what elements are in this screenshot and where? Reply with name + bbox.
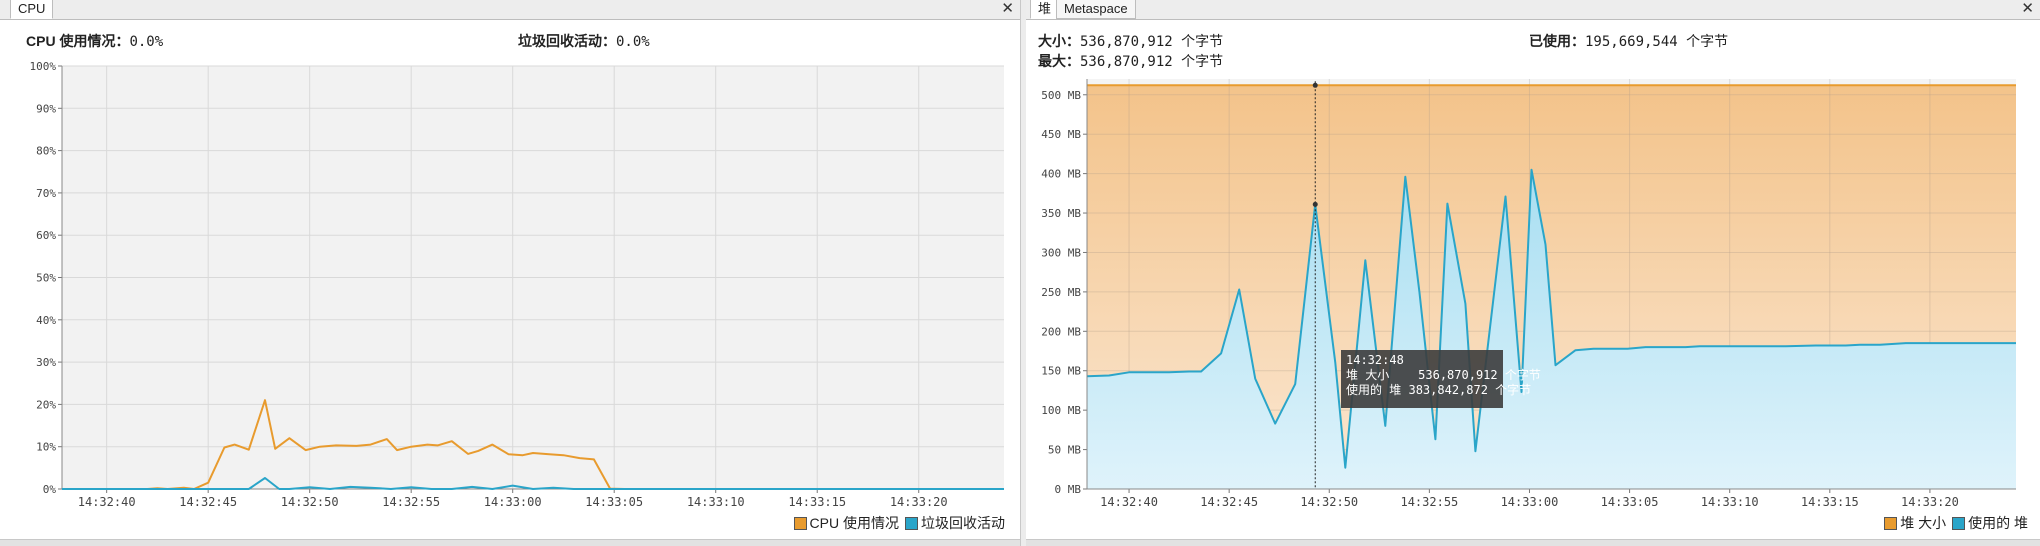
gc-activity-stat: 垃圾回收活动：0.0% <box>518 31 650 51</box>
tooltip-size-row: 堆 大小 536,870,912 个字节 <box>1346 368 1541 383</box>
y-tick-label: 350 MB <box>1041 207 1081 220</box>
x-tick-label: 14:33:05 <box>1601 495 1659 509</box>
heap-size-stat: 大小：536,870,912 个字节 <box>1038 31 1223 51</box>
tab-metaspace-label: Metaspace <box>1064 1 1128 16</box>
tooltip-used-value: 383,842,872 个字节 <box>1408 383 1532 397</box>
cpu-chart: 0% 10% 20% 30% 40% 50% 60% 70% 80% 90% 100% 14:32:4… <box>30 60 1004 509</box>
x-tick-label: 14:32:50 <box>1300 495 1358 509</box>
heap-used-value: 195,669,544 个字节 <box>1585 34 1729 50</box>
x-tick-label: 14:33:05 <box>585 495 643 509</box>
heap-max-label: 最大： <box>1038 53 1080 69</box>
y-tick-label: 100% <box>30 60 57 73</box>
heap-size-label: 大小： <box>1038 33 1080 49</box>
x-tick-label: 14:32:45 <box>1200 495 1258 509</box>
crosshair-used-point <box>1312 201 1318 207</box>
cpu-panel-footer <box>0 539 1020 546</box>
heap-max-stat: 最大：536,870,912 个字节 <box>1038 51 1223 71</box>
cpu-legend: CPU 使用情况 垃圾回收活动 <box>788 513 1005 533</box>
y-tick-label: 60% <box>36 229 56 242</box>
cpu-panel: CPU ✕ CPU 使用情况：0.0% 垃圾回收活动：0.0% 0% 10% 20%… <box>0 0 1021 546</box>
x-tick-label: 14:33:10 <box>1701 495 1759 509</box>
tooltip-size-value: 536,870,912 个字节 <box>1418 368 1541 382</box>
heap-tab-bar: 堆 Metaspace ✕ <box>1026 0 2040 20</box>
y-tick-label: 500 MB <box>1041 89 1081 102</box>
heap-used-label: 已使用： <box>1529 33 1585 49</box>
tooltip-used-row: 使用的 堆 383,842,872 个字节 <box>1346 383 1531 398</box>
gc-legend-swatch <box>905 516 918 530</box>
y-tick-label: 80% <box>36 145 56 158</box>
y-tick-label: 90% <box>36 102 56 115</box>
x-tick-label: 14:32:55 <box>1400 495 1458 509</box>
close-icon[interactable]: ✕ <box>2021 0 2034 17</box>
gc-legend-label: 垃圾回收活动 <box>921 515 1005 531</box>
x-tick-label: 14:32:40 <box>1100 495 1158 509</box>
y-tick-label: 70% <box>36 187 56 200</box>
heap-used-area <box>1087 169 2016 489</box>
heap-max-value: 536,870,912 个字节 <box>1080 54 1224 70</box>
tooltip-size-label: 堆 大小 <box>1346 368 1390 382</box>
y-tick-label: 50 MB <box>1048 444 1081 457</box>
cpu-legend-swatch <box>793 516 807 530</box>
y-tick-label: 300 MB <box>1041 246 1081 259</box>
y-tick-label: 100 MB <box>1041 404 1081 417</box>
cpu-legend-label: CPU 使用情况 <box>809 515 899 531</box>
heap-size-legend-label: 堆 大小 <box>1900 515 1947 531</box>
y-tick-label: 30% <box>36 356 56 369</box>
cpu-usage-value: 0.0% <box>129 34 164 50</box>
y-tick-label: 10% <box>36 441 56 454</box>
tab-cpu-label: CPU <box>18 1 46 16</box>
x-tick-label: 14:32:45 <box>179 495 237 509</box>
gc-activity-series <box>62 477 1004 490</box>
x-tick-label: 14:33:15 <box>788 495 846 509</box>
x-tick-label: 14:33:00 <box>484 495 542 509</box>
y-tick-label: 0 MB <box>1055 483 1082 496</box>
heap-size-value: 536,870,912 个字节 <box>1080 34 1224 50</box>
y-tick-label: 50% <box>36 272 56 285</box>
x-tick-label: 14:32:55 <box>382 495 440 509</box>
x-tick-label: 14:33:20 <box>890 495 948 509</box>
heap-tooltip: 14:32:48 堆 大小 536,870,912 个字节 使用的 堆 383,… <box>1341 350 1541 408</box>
tooltip-used-label: 使用的 堆 <box>1346 383 1402 397</box>
heap-chart: 0 MB 50 MB 100 MB 150 MB 200 MB 250 MB 300 MB 3… <box>1041 79 2016 509</box>
heap-size-legend-swatch <box>1884 516 1898 530</box>
tooltip-time: 14:32:48 <box>1346 353 1404 367</box>
heap-panel: 堆 Metaspace ✕ 大小：536,870,912 个字节 已使用：195… <box>1026 0 2040 546</box>
x-tick-label: 14:33:15 <box>1801 495 1859 509</box>
close-icon[interactable]: ✕ <box>1001 0 1014 17</box>
y-tick-label: 20% <box>36 398 56 411</box>
heap-used-legend-label: 使用的 堆 <box>1968 515 2028 531</box>
heap-used-stat: 已使用：195,669,544 个字节 <box>1529 31 1728 51</box>
gc-activity-label: 垃圾回收活动： <box>518 33 616 49</box>
y-tick-label: 450 MB <box>1041 128 1081 141</box>
heap-panel-footer <box>1026 539 2040 546</box>
y-tick-label: 200 MB <box>1041 325 1081 338</box>
tab-cpu[interactable]: CPU <box>10 0 54 19</box>
tab-heap-label: 堆 <box>1038 1 1052 16</box>
y-tick-label: 250 MB <box>1041 286 1081 299</box>
x-tick-label: 14:33:00 <box>1501 495 1559 509</box>
x-tick-label: 14:33:10 <box>687 495 745 509</box>
x-tick-label: 14:32:50 <box>281 495 339 509</box>
heap-used-legend-swatch <box>1952 516 1966 530</box>
heap-legend: 堆 大小 使用的 堆 <box>1878 513 2028 533</box>
y-tick-label: 0% <box>43 483 57 496</box>
cpu-usage-stat: CPU 使用情况：0.0% <box>26 31 163 51</box>
tab-metaspace[interactable]: Metaspace <box>1056 0 1136 19</box>
y-tick-label: 150 MB <box>1041 365 1081 378</box>
heap-used-line <box>1086 168 2016 469</box>
x-tick-label: 14:32:40 <box>78 495 136 509</box>
crosshair-size-point <box>1312 82 1318 88</box>
cpu-usage-label: CPU 使用情况： <box>26 33 130 49</box>
gc-activity-value: 0.0% <box>616 34 650 50</box>
y-tick-label: 400 MB <box>1041 168 1081 181</box>
cpu-tab-bar: CPU ✕ <box>0 0 1020 20</box>
x-tick-label: 14:33:20 <box>1901 495 1959 509</box>
y-tick-label: 40% <box>36 314 56 327</box>
